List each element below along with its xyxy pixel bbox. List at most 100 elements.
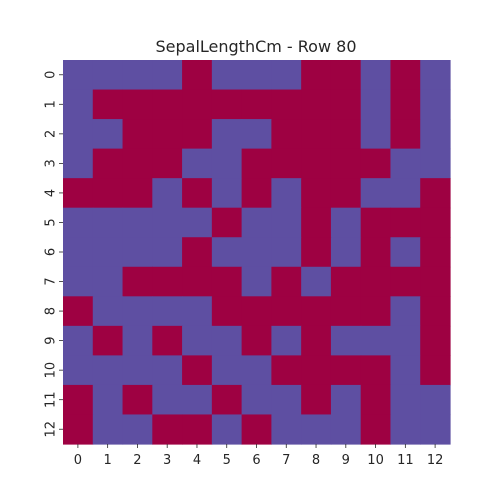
heatmap-cell-r3-c9 bbox=[330, 148, 362, 179]
y-tick-label-1: 1 bbox=[44, 100, 59, 108]
heatmap-cell-r6-c1 bbox=[92, 237, 124, 268]
heatmap-cell-r0-c2 bbox=[122, 60, 153, 91]
heatmap-cell-r9-c10 bbox=[360, 325, 392, 356]
heatmap-cell-r2-c10 bbox=[360, 119, 392, 150]
heatmap-cell-r5-c12 bbox=[420, 207, 451, 238]
heatmap-cell-r11-c5 bbox=[211, 384, 243, 416]
heatmap-cell-r7-c8 bbox=[301, 266, 332, 297]
heatmap-cell-r9-c8 bbox=[301, 325, 332, 356]
heatmap-cell-r4-c2 bbox=[122, 178, 153, 209]
heatmap-cell-r12-c10 bbox=[360, 414, 392, 445]
heatmap-cell-r12-c12 bbox=[420, 414, 451, 445]
heatmap-cell-r11-c4 bbox=[182, 384, 213, 416]
heatmap-cell-r3-c12 bbox=[420, 148, 451, 179]
heatmap-cell-r11-c7 bbox=[271, 384, 302, 416]
heatmap-cell-r2-c6 bbox=[241, 119, 272, 150]
heatmap-cell-r0-c4 bbox=[182, 60, 213, 91]
heatmap-cell-r0-c11 bbox=[390, 60, 421, 91]
heatmap-cell-r5-c0 bbox=[63, 207, 94, 238]
y-tick-label-5: 5 bbox=[44, 218, 59, 226]
x-tick-label-4: 4 bbox=[193, 453, 201, 468]
heatmap-cell-r2-c3 bbox=[152, 119, 183, 150]
heatmap-cell-r1-c12 bbox=[420, 89, 451, 120]
heatmap-cell-r5-c3 bbox=[152, 207, 183, 238]
heatmap-cell-r10-c5 bbox=[211, 355, 243, 386]
heatmap-cell-r7-c10 bbox=[360, 266, 392, 297]
heatmap-cell-r10-c1 bbox=[92, 355, 124, 386]
heatmap-cell-r9-c6 bbox=[241, 325, 272, 356]
heatmap-cell-r7-c2 bbox=[122, 266, 153, 297]
heatmap-cell-r3-c10 bbox=[360, 148, 392, 179]
heatmap-cell-r7-c5 bbox=[211, 266, 243, 297]
heatmap-cell-r3-c4 bbox=[182, 148, 213, 179]
heatmap-cell-r10-c2 bbox=[122, 355, 153, 386]
heatmap-cell-r4-c0 bbox=[63, 178, 94, 209]
heatmap-cell-r6-c3 bbox=[152, 237, 183, 268]
heatmap-cell-r2-c9 bbox=[330, 119, 362, 150]
heatmap-cell-r0-c5 bbox=[211, 60, 243, 91]
heatmap-cell-r1-c2 bbox=[122, 89, 153, 120]
heatmap-cell-r0-c1 bbox=[92, 60, 124, 91]
heatmap-cell-r12-c8 bbox=[301, 414, 332, 445]
heatmap-cell-r7-c9 bbox=[330, 266, 362, 297]
heatmap-cell-r8-c10 bbox=[360, 296, 392, 327]
heatmap-cell-r10-c0 bbox=[63, 355, 94, 386]
heatmap-cell-r0-c9 bbox=[330, 60, 362, 91]
heatmap-cell-r6-c12 bbox=[420, 237, 451, 268]
heatmap-cell-r4-c8 bbox=[301, 178, 332, 209]
y-tick-label-9: 9 bbox=[44, 336, 59, 344]
heatmap-cell-r1-c1 bbox=[92, 89, 124, 120]
heatmap-cell-r4-c4 bbox=[182, 178, 213, 209]
heatmap-cell-r3-c3 bbox=[152, 148, 183, 179]
heatmap-cell-r8-c8 bbox=[301, 296, 332, 327]
heatmap-cell-r9-c3 bbox=[152, 325, 183, 356]
heatmap-cell-r10-c7 bbox=[271, 355, 302, 386]
heatmap-cell-r1-c11 bbox=[390, 89, 421, 120]
y-tick-label-4: 4 bbox=[44, 189, 59, 197]
heatmap-cell-r10-c11 bbox=[390, 355, 421, 386]
x-axis: 0 1 2 3 4 5 6 7 8 9 10 11 12 bbox=[74, 444, 443, 468]
heatmap-cell-r5-c1 bbox=[92, 207, 124, 238]
y-tick-label-11: 11 bbox=[44, 391, 59, 408]
heatmap-cell-r1-c5 bbox=[211, 89, 243, 120]
heatmap-cell-r11-c0 bbox=[63, 384, 94, 416]
heatmap-cell-r0-c7 bbox=[271, 60, 302, 91]
heatmap-cell-r5-c5 bbox=[211, 207, 243, 238]
heatmap-cell-r8-c4 bbox=[182, 296, 213, 327]
heatmap-cell-r0-c6 bbox=[241, 60, 272, 91]
heatmap-cell-r4-c9 bbox=[330, 178, 362, 209]
heatmap-cell-r3-c2 bbox=[122, 148, 153, 179]
heatmap-cell-r9-c5 bbox=[211, 325, 243, 356]
y-tick-label-12: 12 bbox=[44, 421, 59, 438]
heatmap-cell-r2-c2 bbox=[122, 119, 153, 150]
heatmap-cell-r12-c5 bbox=[211, 414, 243, 445]
heatmap-cell-r10-c4 bbox=[182, 355, 213, 386]
heatmap-cell-r5-c4 bbox=[182, 207, 213, 238]
heatmap-cell-r11-c2 bbox=[122, 384, 153, 416]
heatmap-cell-r2-c7 bbox=[271, 119, 302, 150]
heatmap-cell-r0-c0 bbox=[63, 60, 94, 91]
x-tick-label-9: 9 bbox=[342, 453, 350, 468]
heatmap-cell-r2-c12 bbox=[420, 119, 451, 150]
heatmap-cell-r4-c5 bbox=[211, 178, 243, 209]
heatmap-cell-r3-c7 bbox=[271, 148, 302, 179]
y-tick-label-0: 0 bbox=[44, 71, 59, 79]
heatmap-cell-r0-c12 bbox=[420, 60, 451, 91]
heatmap-cell-r2-c11 bbox=[390, 119, 421, 150]
heatmap-cell-r6-c4 bbox=[182, 237, 213, 268]
heatmap-cell-r1-c6 bbox=[241, 89, 272, 120]
heatmap-cell-r5-c6 bbox=[241, 207, 272, 238]
heatmap-cell-r0-c10 bbox=[360, 60, 392, 91]
heatmap-cell-r9-c12 bbox=[420, 325, 451, 356]
heatmap-cell-r11-c1 bbox=[92, 384, 124, 416]
heatmap-cell-r10-c12 bbox=[420, 355, 451, 386]
heatmap-cell-r0-c8 bbox=[301, 60, 332, 91]
x-tick-label-5: 5 bbox=[223, 453, 231, 468]
heatmap-cell-r6-c10 bbox=[360, 237, 392, 268]
heatmap-cell-r12-c2 bbox=[122, 414, 153, 445]
heatmap-cell-r6-c2 bbox=[122, 237, 153, 268]
heatmap-cell-r5-c7 bbox=[271, 207, 302, 238]
x-tick-label-10: 10 bbox=[367, 453, 384, 468]
y-tick-label-3: 3 bbox=[44, 159, 59, 167]
